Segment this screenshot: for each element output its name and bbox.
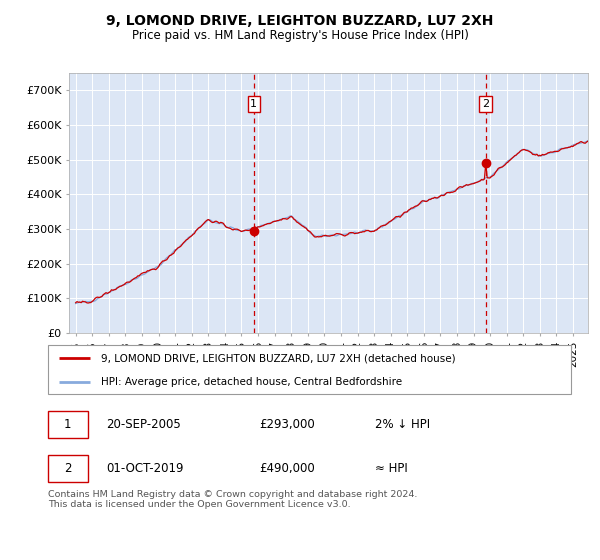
FancyBboxPatch shape bbox=[48, 411, 88, 438]
FancyBboxPatch shape bbox=[48, 346, 571, 394]
Text: 2% ↓ HPI: 2% ↓ HPI bbox=[376, 418, 430, 431]
Text: 20-SEP-2005: 20-SEP-2005 bbox=[106, 418, 181, 431]
Text: 2: 2 bbox=[64, 462, 71, 475]
Text: 9, LOMOND DRIVE, LEIGHTON BUZZARD, LU7 2XH (detached house): 9, LOMOND DRIVE, LEIGHTON BUZZARD, LU7 2… bbox=[101, 353, 455, 363]
Text: £293,000: £293,000 bbox=[259, 418, 315, 431]
Text: HPI: Average price, detached house, Central Bedfordshire: HPI: Average price, detached house, Cent… bbox=[101, 377, 402, 387]
Text: 1: 1 bbox=[64, 418, 71, 431]
FancyBboxPatch shape bbox=[48, 455, 88, 482]
Text: 9, LOMOND DRIVE, LEIGHTON BUZZARD, LU7 2XH: 9, LOMOND DRIVE, LEIGHTON BUZZARD, LU7 2… bbox=[106, 14, 494, 28]
Text: 2: 2 bbox=[482, 99, 490, 109]
Text: 1: 1 bbox=[250, 99, 257, 109]
Text: Contains HM Land Registry data © Crown copyright and database right 2024.
This d: Contains HM Land Registry data © Crown c… bbox=[48, 490, 418, 510]
Text: ≈ HPI: ≈ HPI bbox=[376, 462, 408, 475]
Text: £490,000: £490,000 bbox=[259, 462, 315, 475]
Text: 01-OCT-2019: 01-OCT-2019 bbox=[106, 462, 184, 475]
Text: Price paid vs. HM Land Registry's House Price Index (HPI): Price paid vs. HM Land Registry's House … bbox=[131, 29, 469, 42]
